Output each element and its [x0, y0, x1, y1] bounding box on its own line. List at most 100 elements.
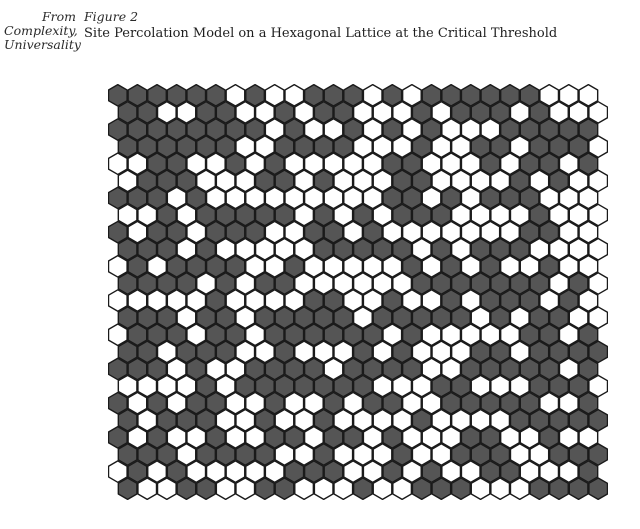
lattice-site-occupied — [264, 323, 285, 347]
lattice-site-occupied — [470, 272, 491, 295]
lattice-site-occupied — [509, 272, 530, 295]
lattice-site-empty — [127, 425, 148, 449]
lattice-site-empty — [372, 443, 393, 466]
lattice-site-empty — [558, 425, 579, 449]
lattice-site-occupied — [313, 374, 334, 398]
lattice-site-occupied — [196, 306, 217, 330]
lattice-site-occupied — [225, 254, 246, 278]
lattice-site-empty — [205, 460, 226, 483]
lattice-site-empty — [176, 237, 197, 261]
lattice-site-occupied — [196, 443, 217, 466]
lattice-site-empty — [499, 323, 520, 347]
lattice-site-empty — [519, 425, 540, 449]
lattice-site-occupied — [196, 203, 217, 227]
lattice-site-occupied — [421, 460, 442, 483]
lattice-site-occupied — [480, 357, 501, 381]
lattice-site-occupied — [352, 203, 373, 227]
lattice-site-empty — [421, 391, 442, 415]
lattice-site-empty — [225, 391, 246, 415]
lattice-site-occupied — [470, 340, 491, 364]
lattice-site-occupied — [147, 391, 167, 415]
hexagonal-lattice — [108, 84, 608, 500]
lattice-site-empty — [509, 135, 530, 159]
lattice-site-empty — [343, 152, 364, 176]
lattice-cells — [108, 84, 608, 500]
lattice-site-occupied — [578, 357, 599, 381]
lattice-site-occupied — [411, 477, 432, 500]
lattice-site-occupied — [382, 460, 403, 483]
lattice-site-occupied — [137, 135, 158, 159]
lattice-site-occupied — [431, 306, 452, 330]
lattice-site-empty — [568, 101, 589, 124]
lattice-site-occupied — [539, 254, 560, 278]
lattice-site-empty — [303, 391, 324, 415]
lattice-site-occupied — [362, 391, 383, 415]
lattice-site-occupied — [205, 391, 226, 415]
lattice-site-empty — [352, 408, 373, 432]
lattice-site-empty — [362, 84, 383, 107]
lattice-site-occupied — [411, 203, 432, 227]
lattice-site-empty — [127, 220, 148, 244]
lattice-site-empty — [186, 460, 207, 483]
lattice-site-occupied — [274, 272, 295, 295]
lattice-site-occupied — [294, 306, 315, 330]
lattice-site-empty — [411, 237, 432, 261]
lattice-site-occupied — [147, 220, 167, 244]
lattice-site-empty — [539, 84, 560, 107]
lattice-site-occupied — [176, 272, 197, 295]
lattice-site-empty — [176, 374, 197, 398]
lattice-site-occupied — [186, 186, 207, 210]
lattice-site-empty — [352, 101, 373, 124]
lattice-site-empty — [490, 374, 511, 398]
lattice-site-empty — [490, 203, 511, 227]
lattice-site-empty — [411, 374, 432, 398]
figure-caption: Site Percolation Model on a Hexagonal La… — [84, 26, 558, 41]
lattice-site-occupied — [166, 254, 187, 278]
lattice-site-occupied — [480, 425, 501, 449]
lattice-site-occupied — [215, 203, 236, 227]
lattice-site-empty — [431, 340, 452, 364]
lattice-site-empty — [176, 306, 197, 330]
lattice-site-empty — [264, 84, 285, 107]
lattice-site-occupied — [392, 169, 413, 193]
lattice-site-occupied — [549, 443, 569, 466]
lattice-site-occupied — [108, 118, 128, 141]
lattice-site-empty — [215, 237, 236, 261]
lattice-site-empty — [401, 460, 422, 483]
lattice-site-occupied — [205, 254, 226, 278]
lattice-site-empty — [343, 220, 364, 244]
lattice-site-occupied — [499, 289, 520, 312]
lattice-site-empty — [156, 101, 177, 124]
lattice-site-occupied — [568, 477, 589, 500]
lattice-site-occupied — [166, 460, 187, 483]
lattice-site-empty — [313, 272, 334, 295]
lattice-site-empty — [568, 169, 589, 193]
lattice-site-empty — [215, 374, 236, 398]
lattice-site-occupied — [166, 323, 187, 347]
lattice-site-occupied — [529, 340, 550, 364]
lattice-site-empty — [490, 169, 511, 193]
lattice-site-occupied — [411, 408, 432, 432]
lattice-site-occupied — [401, 186, 422, 210]
lattice-site-empty — [382, 254, 403, 278]
lattice-site-occupied — [137, 272, 158, 295]
lattice-site-empty — [431, 443, 452, 466]
lattice-site-occupied — [284, 118, 305, 141]
lattice-site-occupied — [441, 254, 462, 278]
lattice-site-occupied — [245, 84, 266, 107]
lattice-site-occupied — [147, 118, 167, 141]
lattice-site-occupied — [499, 186, 520, 210]
lattice-site-empty — [558, 220, 579, 244]
lattice-site-empty — [225, 186, 246, 210]
lattice-site-empty — [147, 460, 167, 483]
lattice-site-empty — [490, 477, 511, 500]
lattice-site-occupied — [549, 135, 569, 159]
lattice-site-occupied — [117, 135, 138, 159]
lattice-site-empty — [333, 408, 354, 432]
lattice-site-empty — [147, 254, 167, 278]
lattice-site-empty — [539, 186, 560, 210]
lattice-site-empty — [588, 306, 608, 330]
lattice-site-occupied — [352, 340, 373, 364]
lattice-site-occupied — [333, 306, 354, 330]
lattice-site-empty — [127, 289, 148, 312]
